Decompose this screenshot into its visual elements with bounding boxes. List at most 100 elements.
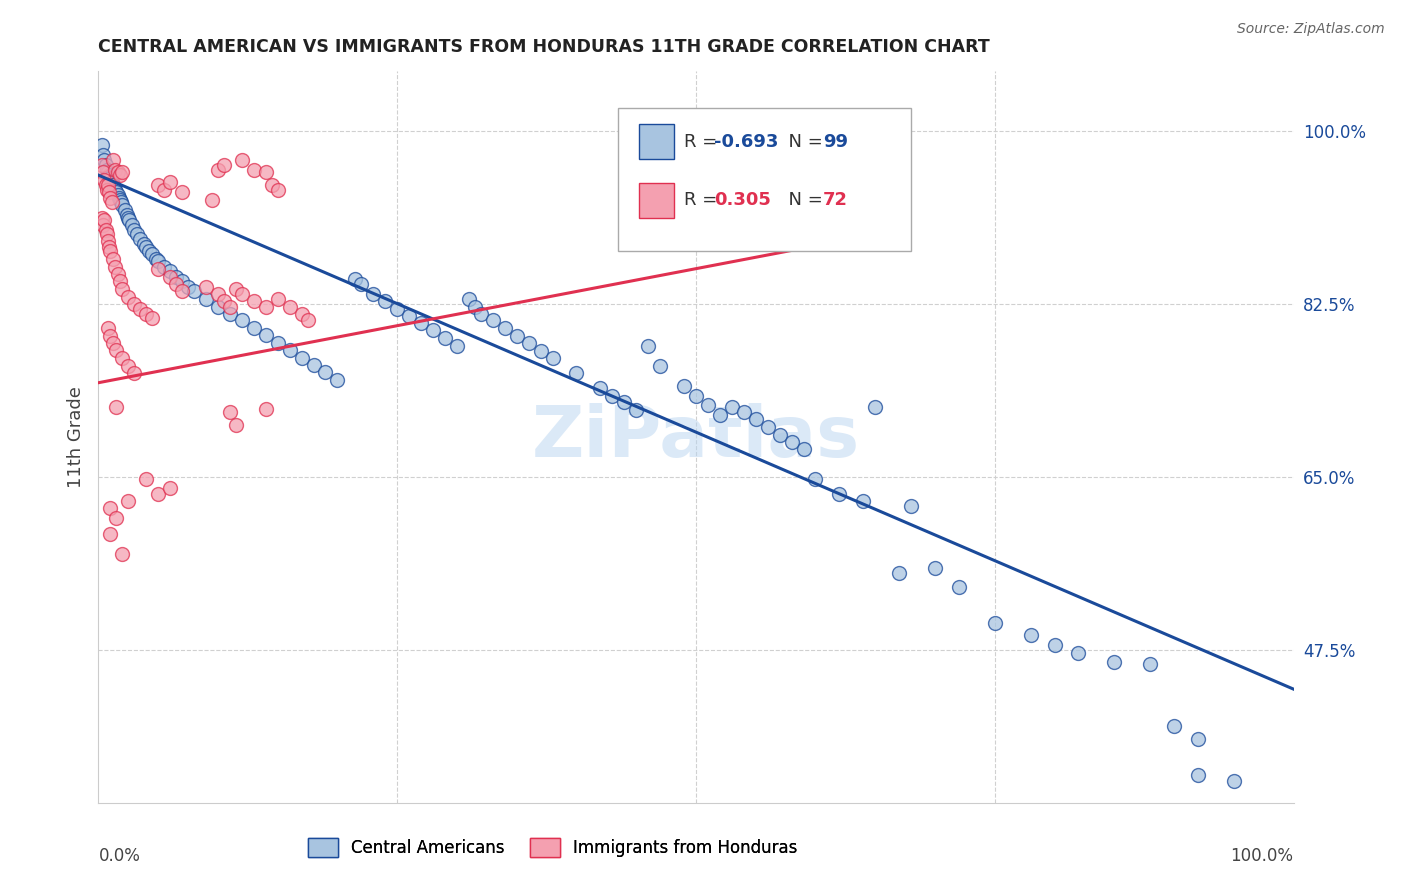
Point <box>464 300 486 314</box>
Point <box>541 351 564 365</box>
Point <box>685 388 707 402</box>
Point <box>104 163 127 178</box>
Point <box>948 580 970 594</box>
Point <box>98 527 122 541</box>
Point <box>148 254 170 268</box>
Point <box>121 218 143 232</box>
Point <box>733 405 755 419</box>
Point <box>117 359 139 373</box>
Point <box>231 313 253 327</box>
Point <box>1187 768 1209 782</box>
Point <box>124 222 146 236</box>
Point <box>231 286 253 301</box>
Point <box>172 284 194 298</box>
Point <box>481 313 505 327</box>
Point <box>1019 628 1042 642</box>
Point <box>148 487 170 501</box>
Point <box>91 165 114 179</box>
Text: 100.0%: 100.0% <box>1230 847 1294 864</box>
Point <box>177 280 200 294</box>
Point <box>363 286 385 301</box>
Point <box>159 269 181 284</box>
Point <box>225 418 247 433</box>
Point <box>108 274 131 288</box>
FancyBboxPatch shape <box>619 108 911 251</box>
Point <box>697 399 720 413</box>
Point <box>138 244 160 259</box>
Point <box>1104 656 1126 670</box>
Point <box>141 247 163 261</box>
Y-axis label: 11th Grade: 11th Grade <box>66 386 84 488</box>
Point <box>117 211 139 225</box>
Point <box>385 301 409 316</box>
Point <box>219 405 242 419</box>
Point <box>107 267 129 281</box>
Point <box>1223 774 1246 789</box>
Point <box>852 494 875 508</box>
Point <box>1043 638 1066 652</box>
Point <box>107 188 129 202</box>
Point <box>267 292 290 306</box>
Point <box>107 165 129 179</box>
Point <box>100 194 122 209</box>
Text: N =: N = <box>778 133 828 151</box>
Point <box>530 344 553 359</box>
Point <box>889 566 911 581</box>
Point <box>118 212 141 227</box>
Point <box>117 494 139 508</box>
Point <box>101 336 124 351</box>
Point <box>219 306 242 320</box>
Point <box>721 401 744 415</box>
Point <box>135 306 157 320</box>
Point <box>98 501 122 516</box>
Point <box>129 301 152 316</box>
Point <box>709 409 731 423</box>
Point <box>626 403 648 417</box>
Point <box>602 388 624 402</box>
Point <box>243 293 266 308</box>
Point <box>165 269 187 284</box>
Point <box>159 175 181 189</box>
Point <box>98 185 121 199</box>
Point <box>93 173 115 187</box>
Text: 72: 72 <box>823 191 848 209</box>
Point <box>260 178 283 192</box>
Point <box>97 165 120 179</box>
Text: CENTRAL AMERICAN VS IMMIGRANTS FROM HONDURAS 11TH GRADE CORRELATION CHART: CENTRAL AMERICAN VS IMMIGRANTS FROM HOND… <box>98 38 990 56</box>
Point <box>648 359 672 373</box>
Point <box>267 183 290 197</box>
Point <box>129 232 152 246</box>
Point <box>768 428 790 442</box>
Point <box>195 280 218 294</box>
Point <box>254 328 277 343</box>
Point <box>398 310 420 324</box>
Point <box>93 153 115 168</box>
Point <box>434 331 457 345</box>
Point <box>111 165 134 179</box>
Point <box>108 168 131 182</box>
Point <box>148 262 170 277</box>
Point <box>804 472 827 486</box>
Point <box>207 163 229 178</box>
Text: 99: 99 <box>823 133 848 151</box>
FancyBboxPatch shape <box>638 124 675 159</box>
Point <box>1187 731 1209 746</box>
Point <box>117 290 139 304</box>
Point <box>291 306 314 320</box>
Point <box>124 366 146 380</box>
Point <box>207 286 229 301</box>
Point <box>91 218 114 232</box>
Point <box>101 153 124 168</box>
Point <box>96 163 118 178</box>
Point <box>267 336 290 351</box>
Point <box>344 272 367 286</box>
Point <box>212 158 235 172</box>
Point <box>98 329 122 343</box>
Point <box>1163 719 1185 733</box>
Point <box>148 178 170 192</box>
Point <box>94 178 117 192</box>
Point <box>225 282 247 296</box>
Text: Source: ZipAtlas.com: Source: ZipAtlas.com <box>1237 22 1385 37</box>
Point <box>422 323 444 337</box>
Point <box>111 282 134 296</box>
